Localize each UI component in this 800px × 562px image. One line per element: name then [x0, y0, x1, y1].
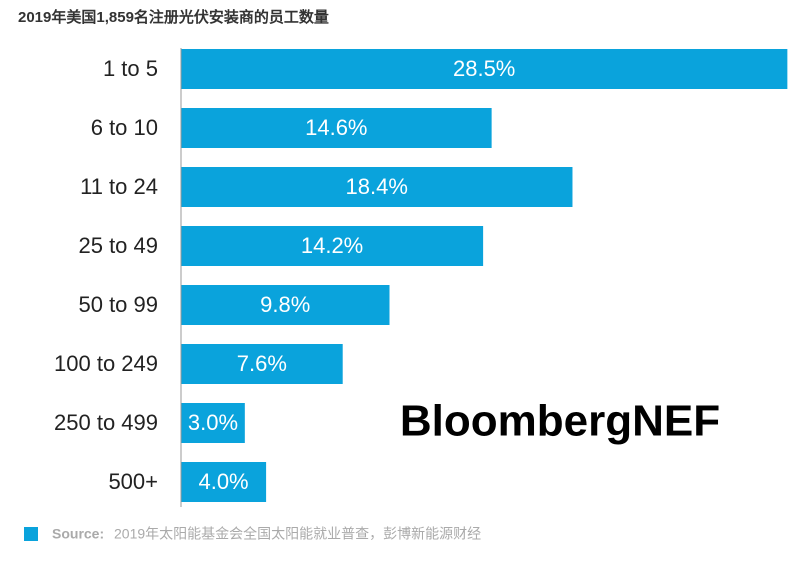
data-label: 14.6%: [305, 115, 367, 140]
y-tick-label: 11 to 24: [80, 174, 158, 199]
bar: [181, 462, 267, 502]
bar: [181, 226, 484, 266]
data-label: 4.0%: [198, 469, 248, 494]
source-icon: [24, 527, 38, 541]
data-label: 7.6%: [237, 351, 287, 376]
data-label: 18.4%: [346, 174, 408, 199]
data-label: 3.0%: [188, 410, 238, 435]
bar: [181, 49, 788, 89]
y-tick-label: 100 to 249: [54, 351, 158, 376]
data-label: 14.2%: [301, 233, 363, 258]
bar: [181, 403, 245, 443]
bar: [181, 285, 390, 325]
y-tick-label: 1 to 5: [103, 56, 158, 81]
y-tick-label: 25 to 49: [78, 233, 158, 258]
data-label: 28.5%: [453, 56, 515, 81]
y-tick-label: 6 to 10: [91, 115, 158, 140]
bar: [181, 167, 573, 207]
watermark: BloombergNEF: [400, 397, 720, 446]
y-tick-label: 50 to 99: [78, 292, 158, 317]
source-label: Source:: [52, 526, 104, 542]
chart-title: 2019年美国1,859名注册光伏安装商的员工数量: [18, 8, 329, 26]
bar: [181, 344, 343, 384]
y-tick-label: 500+: [108, 469, 158, 494]
source-text: 2019年太阳能基金会全国太阳能就业普查，彭博新能源财经: [114, 526, 481, 542]
data-label: 9.8%: [260, 292, 310, 317]
bar: [181, 108, 492, 148]
y-tick-label: 250 to 499: [54, 410, 158, 435]
